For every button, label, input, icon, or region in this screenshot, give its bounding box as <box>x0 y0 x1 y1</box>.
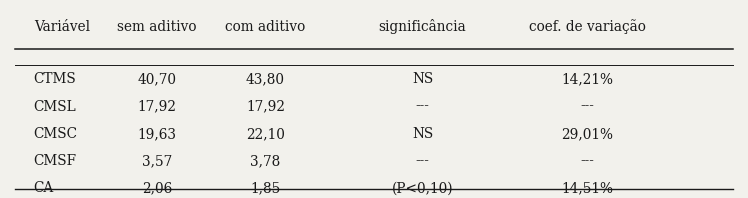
Text: 29,01%: 29,01% <box>561 127 613 141</box>
Text: CA: CA <box>34 182 54 195</box>
Text: Variável: Variável <box>34 20 90 34</box>
Text: ---: --- <box>416 154 429 168</box>
Text: coef. de variação: coef. de variação <box>529 19 646 34</box>
Text: NS: NS <box>412 127 433 141</box>
Text: significância: significância <box>378 19 467 34</box>
Text: CMSF: CMSF <box>34 154 77 168</box>
Text: ---: --- <box>416 100 429 113</box>
Text: 3,57: 3,57 <box>142 154 172 168</box>
Text: 14,51%: 14,51% <box>561 182 613 195</box>
Text: sem aditivo: sem aditivo <box>117 20 197 34</box>
Text: 17,92: 17,92 <box>138 100 177 113</box>
Text: CMSL: CMSL <box>34 100 76 113</box>
Text: 22,10: 22,10 <box>246 127 285 141</box>
Text: ---: --- <box>580 154 594 168</box>
Text: 17,92: 17,92 <box>246 100 285 113</box>
Text: 14,21%: 14,21% <box>561 72 613 86</box>
Text: 40,70: 40,70 <box>138 72 177 86</box>
Text: CTMS: CTMS <box>34 72 76 86</box>
Text: 2,06: 2,06 <box>142 182 172 195</box>
Text: 43,80: 43,80 <box>246 72 285 86</box>
Text: com aditivo: com aditivo <box>225 20 306 34</box>
Text: 3,78: 3,78 <box>251 154 280 168</box>
Text: 1,85: 1,85 <box>251 182 280 195</box>
Text: ---: --- <box>580 100 594 113</box>
Text: 19,63: 19,63 <box>138 127 177 141</box>
Text: NS: NS <box>412 72 433 86</box>
Text: (P<0,10): (P<0,10) <box>392 182 453 195</box>
Text: CMSC: CMSC <box>34 127 78 141</box>
